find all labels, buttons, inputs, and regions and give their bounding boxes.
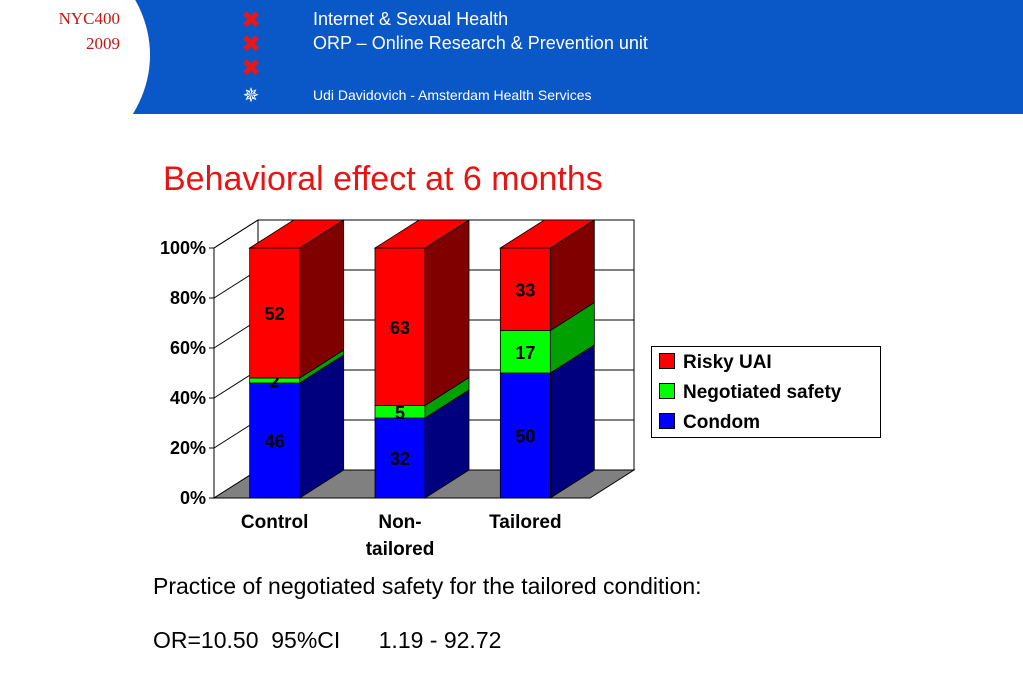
data-label: 46 [265, 432, 285, 452]
data-label: 52 [265, 304, 285, 324]
bar-risky-uai [499, 247, 551, 331]
data-label: 50 [515, 427, 535, 447]
legend-label-condom: Condom [683, 412, 761, 433]
x-cross-icon: ✖ [240, 6, 262, 34]
data-label: 32 [390, 449, 410, 469]
bar-negotiated-safety [499, 330, 551, 374]
gridline-side [213, 219, 259, 249]
data-label: 5 [395, 403, 405, 423]
data-label: 63 [390, 318, 410, 338]
y-tick-label: 40% [170, 388, 206, 408]
x-cross-icon: ✖ [240, 30, 262, 58]
data-label: 17 [515, 343, 535, 363]
conference-year: 2009 [86, 34, 120, 53]
legend-item-condom: Condom [659, 412, 760, 434]
header-curve [0, 0, 150, 114]
note-odds-ratio: OR=10.50 95%CI 1.19 - 92.72 [153, 627, 502, 653]
bar-risky-uai [249, 247, 301, 379]
y-tick-label: 100% [160, 238, 206, 258]
bar-condom [249, 382, 301, 499]
bar-top-risky-uai [248, 219, 346, 249]
header-subtitle: ORP – Online Research & Prevention unit [313, 33, 648, 53]
data-label: 33 [515, 280, 535, 300]
slide-title: Behavioral effect at 6 months [163, 160, 603, 198]
y-tick-label: 20% [170, 438, 206, 458]
y-tick-label: 60% [170, 338, 206, 358]
note-negotiated-safety: Practice of negotiated safety for the ta… [153, 573, 702, 599]
amsterdam-logo: ✖ ✖ ✖ ✵ [238, 8, 264, 106]
data-label: 2 [270, 372, 280, 392]
legend-swatch-negotiated-safety [659, 383, 675, 399]
legend-label-negotiated-safety: Negotiated safety [683, 382, 842, 403]
bar-condom [499, 372, 551, 499]
category-label: Control [241, 512, 309, 533]
bar-top-risky-uai [498, 219, 596, 249]
x-cross-icon: ✖ [240, 54, 262, 82]
y-tick-label: 0% [180, 488, 206, 508]
y-tick-label: 80% [170, 288, 206, 308]
legend-item-risky-uai: Risky UAI [659, 352, 772, 374]
asklepios-star-icon: ✵ [242, 83, 260, 107]
category-label: Non- [378, 512, 421, 533]
legend-swatch-condom [659, 413, 675, 429]
category-label: tailored [366, 539, 435, 560]
legend-item-negotiated-safety: Negotiated safety [659, 382, 841, 404]
conference-name: NYC400 [58, 9, 120, 28]
bar-risky-uai [374, 247, 426, 406]
legend-label-risky-uai: Risky UAI [683, 352, 772, 373]
header-title: Internet & Sexual Health [313, 9, 509, 29]
header-author: Udi Davidovich - Amsterdam Health Servic… [313, 87, 592, 103]
chart-legend: Risky UAI Negotiated safety Condom [651, 346, 881, 438]
header-banner: NYC400 2009 ✖ ✖ ✖ ✵ Internet & Sexual He… [0, 0, 1023, 114]
bar-side-risky-uai [424, 219, 470, 407]
bar-top-risky-uai [373, 219, 471, 249]
stacked-bar-chart: 0% 20% 40% 60% 80% 100% 46 2 52 Control 32 5 63 Non-t… [160, 219, 636, 560]
legend-swatch-risky-uai [659, 353, 675, 369]
conference-label: NYC400 2009 [40, 6, 120, 56]
category-label: Tailored [489, 512, 562, 533]
